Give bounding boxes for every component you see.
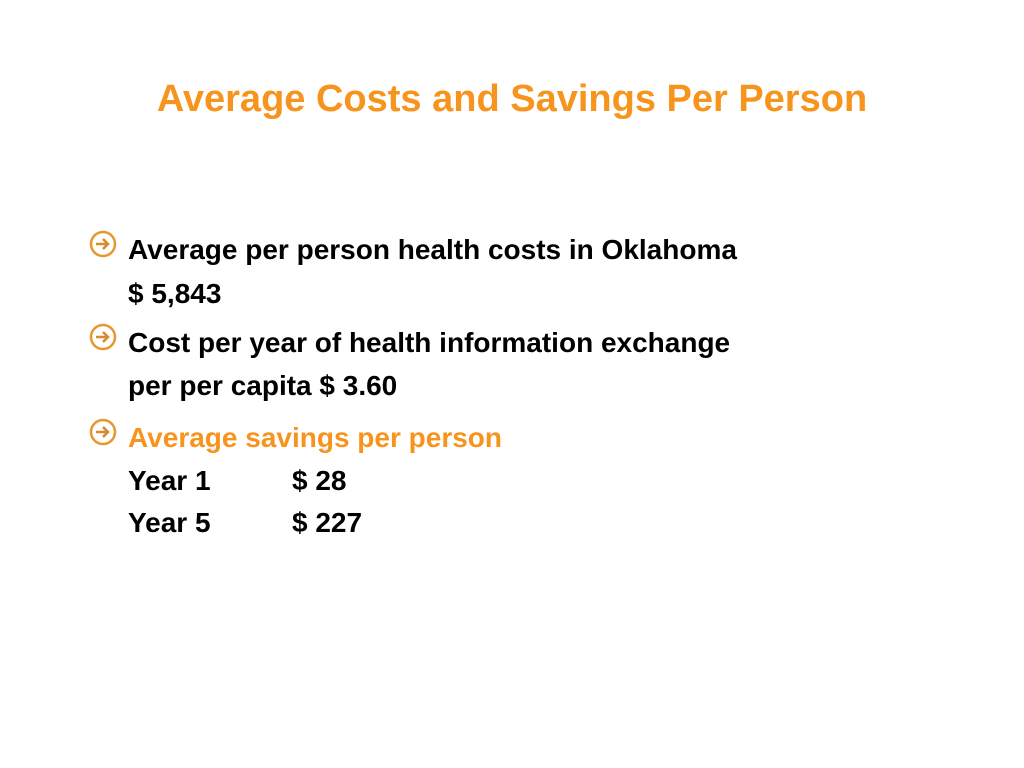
bullet-icon — [89, 418, 117, 446]
bullet-heading: Average savings per person — [128, 422, 503, 453]
bullet-icon — [89, 230, 117, 258]
row-label: Year 1 — [128, 465, 211, 496]
bullet-text: per per capita $ 3.60 — [128, 370, 398, 401]
bullet-text: $ 5,843 — [128, 278, 222, 309]
slide-title: Average Costs and Savings Per Person — [156, 78, 868, 120]
row-value: $ 227 — [292, 507, 363, 538]
row-value: $ 28 — [292, 465, 347, 496]
bullet-text: Cost per year of health information exch… — [128, 327, 731, 358]
row-label: Year 5 — [128, 507, 211, 538]
bullet-text: Average per person health costs in Oklah… — [128, 234, 737, 265]
bullet-icon — [89, 323, 117, 351]
